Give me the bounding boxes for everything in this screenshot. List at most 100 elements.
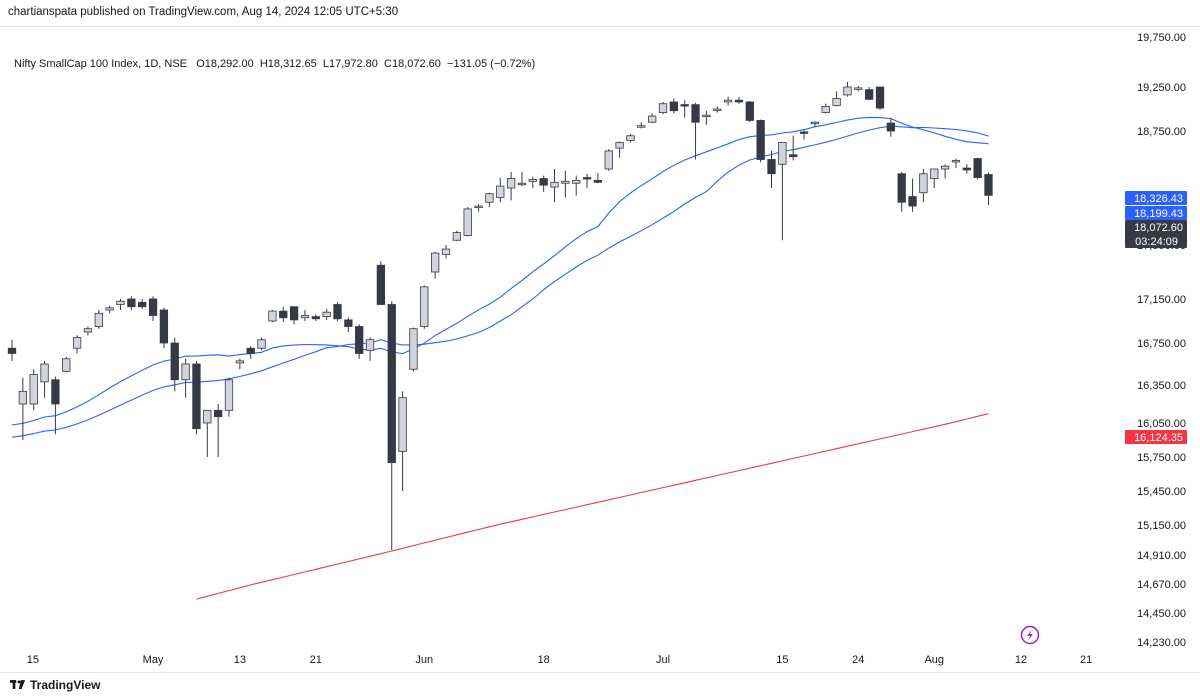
candle [691,102,700,160]
candle [908,178,917,212]
candle [517,171,527,187]
candle [582,173,592,188]
candle [962,164,971,174]
legend-close: C18,072.60 [384,58,441,70]
ma-fast-line [11,116,989,426]
x-tick-label: 15 [776,654,788,666]
ma-slow-line [196,413,989,600]
candle [680,100,689,118]
legend-open: O18,292.00 [196,58,254,70]
candle [40,360,49,398]
lightning-icon[interactable] [1020,625,1040,645]
candle [615,141,624,158]
x-tick-label: 13 [234,654,246,666]
candle [409,327,418,372]
candle [300,310,310,321]
candle [72,335,82,354]
legend-high: H18,312.65 [259,58,317,70]
y-tick-label: 16,350.00 [1137,380,1186,392]
x-tick-label: Aug [924,654,944,666]
candle [398,391,407,491]
price-labels: 18,326.43 18,199.43 18,072.60 03:24:09 16,12… [1125,191,1187,444]
candle [159,307,169,349]
chart-frame[interactable]: 19,750.0019,250.0018,750.0017,550.0017,1… [0,26,1200,673]
candle [29,369,38,411]
candle [702,110,711,125]
y-axis: 19,750.0019,250.0018,750.0017,550.0017,1… [1137,32,1186,649]
candle [973,157,982,180]
legend-symbol: Nifty SmallCap 100 Index, 1D, NSE [14,58,188,70]
candle [246,346,255,359]
candle [550,169,559,203]
y-tick-label: 19,750.00 [1137,32,1186,44]
candle [604,149,613,171]
y-tick-label: 15,150.00 [1137,520,1186,532]
candle [355,324,364,359]
candle [789,135,798,161]
footer-brand[interactable]: TradingView [10,678,100,692]
candle [539,175,548,192]
candle [669,98,678,114]
candle [311,314,320,321]
candle [940,164,950,179]
y-tick-label: 14,450.00 [1137,608,1186,620]
candle [376,261,386,305]
y-tick-label: 16,050.00 [1137,418,1186,430]
y-tick-label: 15,750.00 [1137,452,1186,464]
candle [289,306,299,325]
candle [322,308,331,320]
svg-text:18,199.43: 18,199.43 [1134,208,1183,220]
y-tick-label: 14,670.00 [1137,579,1186,591]
candle [279,306,288,323]
candle [778,142,787,241]
legend: Nifty SmallCap 100 Index, 1D, NSE O18,29… [14,58,535,70]
x-tick-label: 12 [1015,654,1027,666]
candle [593,172,603,184]
candle [116,299,125,310]
candle [127,296,136,310]
candle [441,245,451,259]
legend-change: −131.05 (−0.72%) [447,58,536,70]
candle [919,169,928,203]
y-tick-label: 16,750.00 [1137,338,1186,350]
x-tick-label: 15 [27,654,39,666]
candle [192,360,201,435]
candle [213,404,223,457]
x-tick-label: 24 [852,654,864,666]
publisher-line: chartianspata published on TradingView.c… [8,6,399,18]
price-label-dark: 18,072.60 03:24:09 [1125,220,1187,248]
x-tick-label: Jun [415,654,433,666]
candle [930,168,939,188]
candle [648,113,657,124]
price-chart[interactable]: 19,750.0019,250.0018,750.0017,550.0017,1… [0,27,1200,672]
y-tick-label: 18,750.00 [1137,126,1186,138]
candle [344,317,353,332]
x-tick-label: 21 [1080,654,1092,666]
candles [7,82,993,550]
candle [951,158,961,169]
x-axis: 15 May 13 21 Jun 18 Jul 15 24 Aug 12 21 [27,654,1093,666]
svg-text:03:24:09: 03:24:09 [1135,236,1178,248]
candle [767,150,776,188]
candle [984,172,993,205]
x-tick-label: 21 [310,654,322,666]
candle [875,86,885,110]
svg-text:18,072.60: 18,072.60 [1134,222,1183,234]
candle [333,302,342,321]
candle [452,230,462,242]
ma-mid-line [11,125,989,438]
candle [365,337,375,361]
candle [235,358,245,370]
candle [268,310,277,323]
candle [420,285,429,329]
candle [799,130,809,140]
candle [224,377,234,417]
candle [485,192,494,207]
candle [886,117,895,137]
candle [528,176,537,188]
candle [51,376,60,435]
candle [430,251,440,279]
svg-text:18,326.43: 18,326.43 [1134,193,1183,205]
candle [854,86,863,92]
y-tick-label: 17,150.00 [1137,294,1186,306]
